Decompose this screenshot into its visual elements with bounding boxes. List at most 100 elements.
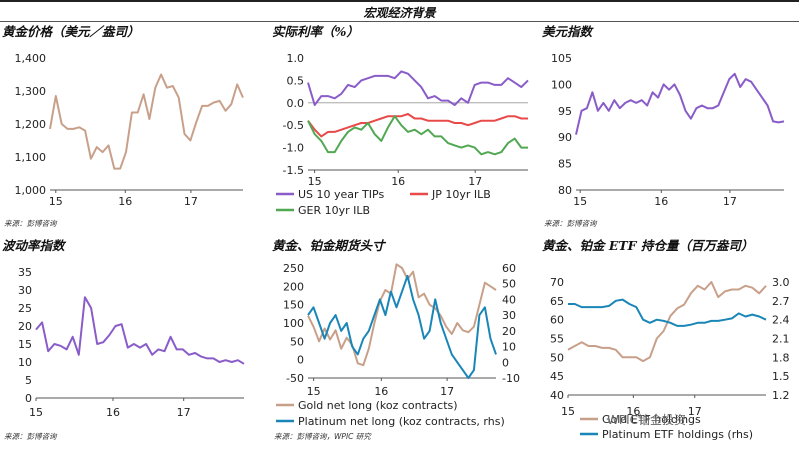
y-tick-label: 65: [550, 295, 564, 308]
series-line: [575, 72, 785, 135]
x-tick-label: 17: [468, 175, 482, 188]
y-tick-label: 0: [297, 354, 304, 367]
y-tick-label-right: 1.5: [772, 370, 790, 383]
legend-label: GER 10yr ILB: [298, 204, 370, 217]
y-tick-label: 90: [558, 131, 572, 144]
chart-panel-real-rates: 实际利率（%） 1.0 0.5 0.0 -0.5 -1.0 -1.5 15 16 17 US 10…: [270, 24, 535, 229]
y-tick-label: 35: [18, 266, 32, 279]
x-tick-label: 17: [440, 385, 454, 398]
x-tick-label: 15: [49, 195, 63, 208]
chart-title: 黄金、铂金期货头寸: [272, 238, 385, 253]
y-tick-label: 5: [25, 374, 32, 387]
y-tick-label: 50: [550, 351, 564, 364]
x-tick-label: 15: [573, 195, 587, 208]
chart-etf: 70 65 60 55 50 45 40 3.0 2.7 2.4 2.1 1.8 1.5 1.2 15 16 1…: [550, 276, 790, 441]
y-tick-label: 50: [290, 335, 304, 348]
x-tick-label: 17: [177, 406, 191, 419]
y-tick-label: 30: [18, 284, 32, 297]
page-header: 宏观经济背景: [0, 0, 799, 22]
series-line: [35, 296, 245, 365]
legend-label: Platinum net long (koz contracts, rhs): [298, 415, 505, 428]
series-line: [307, 115, 528, 156]
legend-label: Gold ETF holdings: [602, 413, 701, 426]
legend-label: US 10 year TIPs: [298, 188, 384, 201]
y-tick-label-right: 30: [502, 309, 516, 322]
page-title: 宏观经济背景: [363, 6, 436, 20]
x-tick-label: 16: [391, 175, 405, 188]
y-tick-label-right: 2.4: [772, 314, 790, 327]
y-tick-label: 0: [25, 392, 32, 405]
y-tick-label: 10: [18, 356, 32, 369]
y-tick-label-right: 3.0: [772, 276, 790, 289]
y-tick-label: 95: [558, 105, 572, 118]
chart-panel-dollar-index: 美元指数 105 100 95 90 85 80 15 16 17 来源：彭博咨询: [540, 24, 799, 229]
y-tick-label: 1,100: [15, 151, 47, 164]
x-tick-label: 15: [561, 405, 575, 418]
watermark: WPIC铂金投资: [607, 413, 687, 427]
x-tick-label: 16: [626, 405, 640, 418]
y-tick-label: 70: [550, 276, 564, 289]
chart-source: 来源：彭博咨询: [4, 432, 57, 441]
y-tick-label: 0.0: [287, 97, 305, 110]
chart-title: 黄金价格（美元／盎司）: [2, 24, 140, 39]
y-tick-label: 105: [551, 52, 572, 65]
y-tick-label-right: 20: [502, 325, 516, 338]
x-tick-label: 17: [688, 405, 702, 418]
chart-source: 来源：彭博咨询: [544, 219, 597, 228]
y-tick-label: 100: [283, 317, 304, 330]
chart-source: 来源：彭博咨询: [4, 219, 57, 228]
y-tick-label: 55: [550, 333, 564, 346]
x-tick-label: 16: [106, 406, 120, 419]
chart-title: 波动率指数: [2, 238, 65, 253]
x-tick-label: 15: [308, 175, 322, 188]
legend-label: Platinum ETF holdings (rhs): [602, 428, 753, 441]
y-tick-label-right: 50: [502, 278, 516, 291]
y-tick-label: -1.5: [283, 164, 304, 177]
chart-source: 来源：彭博咨询，WPIC 研究: [274, 432, 371, 441]
y-tick-label-right: -10: [502, 372, 520, 385]
y-tick-label: 80: [558, 184, 572, 197]
y-tick-label: 100: [551, 78, 572, 91]
legend-label: JP 10yr ILB: [431, 188, 491, 201]
y-tick-label: 60: [550, 314, 564, 327]
y-tick-label: -50: [286, 372, 304, 385]
x-tick-label: 15: [29, 406, 43, 419]
series-line: [49, 73, 244, 170]
chart-title: 美元指数: [542, 24, 593, 39]
y-tick-label: 1.0: [287, 52, 305, 65]
y-tick-label: 15: [18, 338, 32, 351]
y-tick-label: 200: [283, 280, 304, 293]
y-tick-label: 1,000: [15, 184, 47, 197]
y-tick-label-right: 1.2: [772, 389, 790, 402]
y-tick-label: 1,400: [15, 52, 47, 65]
y-tick-label: 250: [283, 262, 304, 275]
y-tick-label-right: 60: [502, 262, 516, 275]
y-tick-label: -0.5: [283, 119, 304, 132]
x-tick-label: 16: [374, 385, 388, 398]
chart-gold: 1,000 1,100 1,200 1,300 1,400 15 16 17: [15, 52, 244, 208]
y-tick-label: 1,300: [15, 85, 47, 98]
x-tick-label: 15: [307, 385, 321, 398]
y-tick-label: 1,200: [15, 118, 47, 131]
x-tick-label: 16: [654, 195, 668, 208]
y-tick-label: -1.0: [283, 142, 304, 155]
y-tick-label-right: 1.8: [772, 351, 790, 364]
series-line: [307, 113, 528, 138]
series-line: [307, 274, 497, 379]
y-tick-label: 150: [283, 299, 304, 312]
series-line: [568, 298, 767, 327]
y-tick-label: 40: [550, 389, 564, 402]
x-tick-label: 17: [184, 195, 198, 208]
y-tick-label: 85: [558, 158, 572, 171]
y-tick-label: 20: [18, 320, 32, 333]
y-tick-label-right: 0: [502, 356, 509, 369]
series-line: [307, 70, 529, 106]
chart-title: 黄金、铂金 ETF 持仓量（百万盎司）: [542, 238, 754, 253]
chart-panel-gold: 黄金价格（美元／盎司） 1,000 1,100 1,200 1,300 1,400 15 1…: [0, 24, 265, 229]
y-tick-label: 0.5: [287, 74, 305, 87]
series-line: [567, 281, 767, 363]
y-tick-label-right: 40: [502, 293, 516, 306]
